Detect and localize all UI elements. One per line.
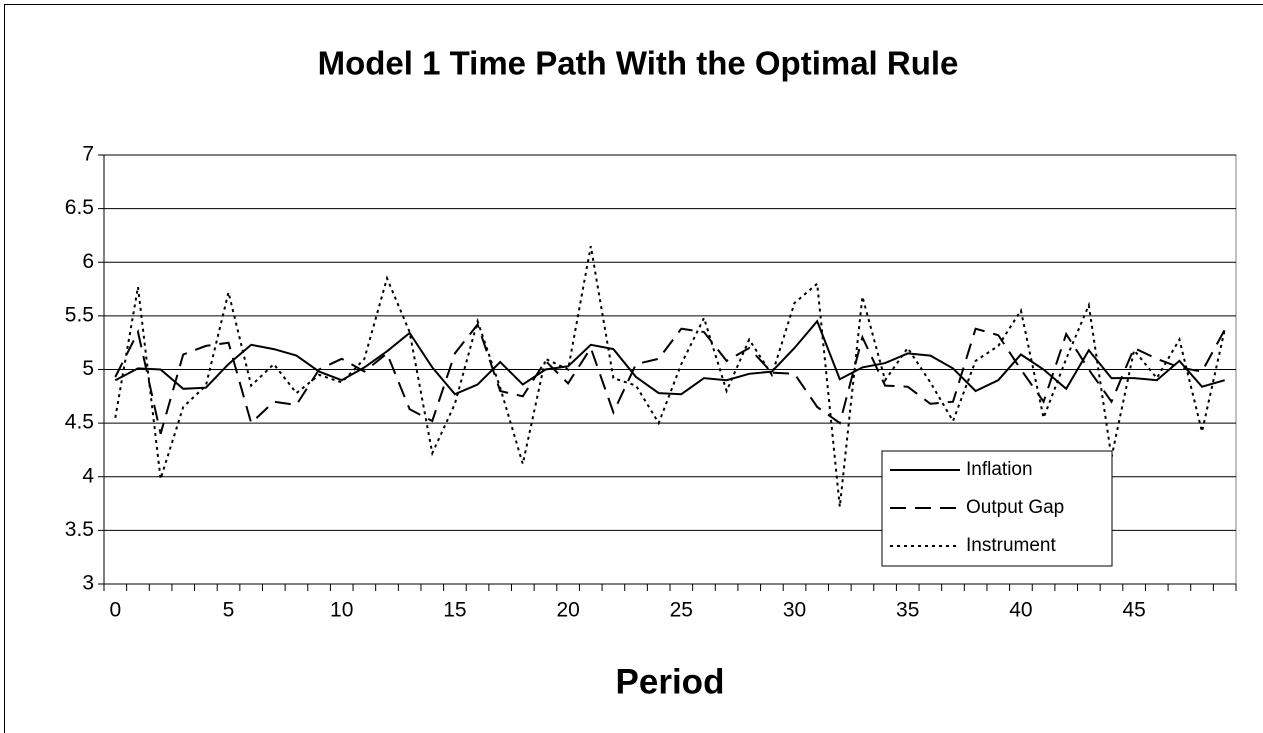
series-line [114,322,1226,435]
series-line [114,319,1225,396]
y-tick-label: 3 [82,572,94,595]
y-tick-label: 5 [82,357,94,380]
x-tick-label: 25 [670,599,693,622]
y-tick-label: 4 [82,464,94,487]
y-tick-label: 3.5 [65,518,94,541]
x-tick-label: 40 [1009,599,1032,622]
x-tick-label: 20 [556,599,579,622]
legend-label: Instrument [966,535,1056,556]
x-tick-label: 45 [1122,599,1145,622]
chart-title: Model 1 Time Path With the Optimal Rule [318,45,959,82]
y-tick-label: 4.5 [65,411,94,434]
y-tick-label: 7 [82,143,94,166]
legend-label: Output Gap [966,497,1064,518]
y-tick-label: 5.5 [65,303,94,326]
x-tick-label: 0 [109,599,121,622]
x-tick-label: 30 [783,599,806,622]
legend-label: Inflation [966,459,1033,480]
x-tick-label: 5 [223,599,235,622]
y-tick-label: 6 [82,250,94,273]
x-tick-label: 10 [330,599,353,622]
y-tick-label: 6.5 [65,196,94,219]
x-tick-label: 15 [443,599,466,622]
x-axis-label: Period [616,662,725,701]
series-line [114,246,1226,507]
x-tick-label: 35 [896,599,919,622]
